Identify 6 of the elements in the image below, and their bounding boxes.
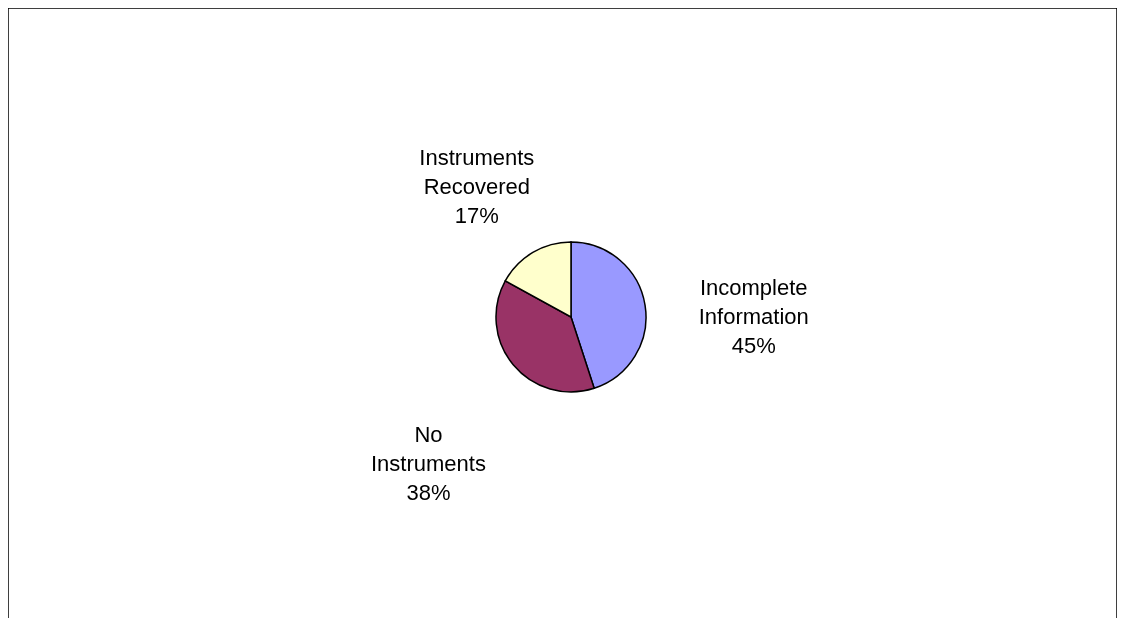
data-label: 17% [454, 202, 499, 228]
data-label: 45% [731, 333, 776, 359]
slice-label: Incomplete Information [698, 275, 809, 330]
slice-label: Instruments Recovered [419, 144, 535, 199]
slice-label: No Instruments [370, 421, 486, 476]
data-label: 38% [406, 479, 451, 505]
